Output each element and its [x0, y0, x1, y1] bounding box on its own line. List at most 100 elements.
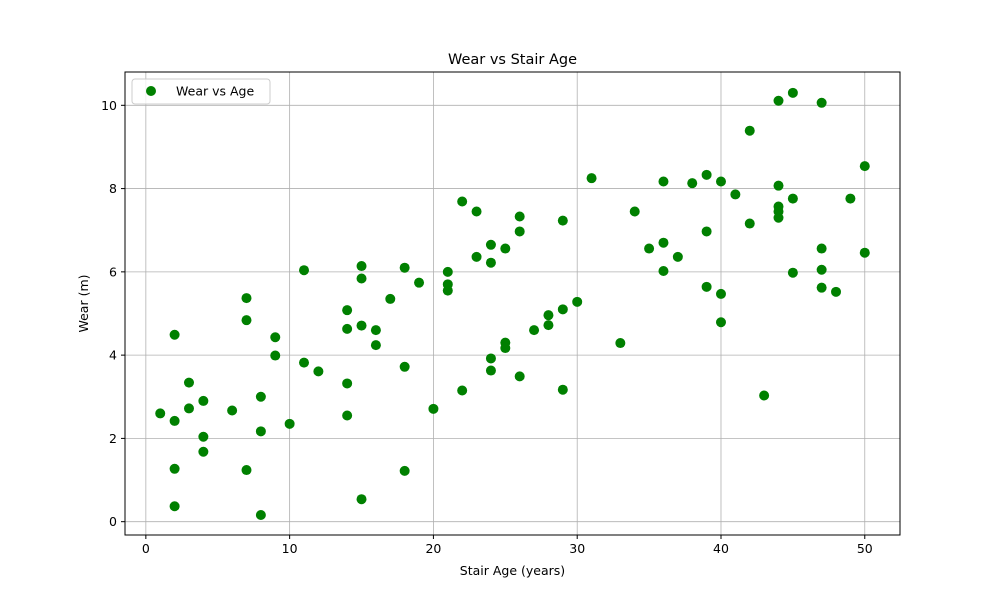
data-point — [198, 446, 209, 457]
data-point — [816, 282, 827, 293]
plot-area — [125, 72, 900, 535]
data-point — [543, 310, 554, 321]
data-point — [557, 384, 568, 395]
data-point — [672, 251, 683, 262]
legend-box — [131, 78, 271, 105]
data-point — [342, 378, 353, 389]
data-point — [370, 340, 381, 351]
data-point — [356, 320, 367, 331]
data-point — [370, 325, 381, 336]
x-tick-label: 40 — [713, 541, 729, 556]
data-point — [255, 391, 266, 402]
data-point — [773, 212, 784, 223]
data-point — [773, 95, 784, 106]
data-point — [227, 405, 238, 416]
data-point — [183, 377, 194, 388]
data-point — [198, 431, 209, 442]
data-point — [701, 169, 712, 180]
data-point — [299, 265, 310, 276]
data-point — [701, 281, 712, 292]
y-tick-label: 10 — [101, 98, 117, 113]
x-tick-label: 10 — [282, 541, 298, 556]
data-point — [557, 215, 568, 226]
data-point — [701, 226, 712, 237]
data-point — [759, 390, 770, 401]
data-point — [816, 97, 827, 108]
data-point — [816, 243, 827, 254]
data-point — [658, 237, 669, 248]
data-point — [169, 329, 180, 340]
x-axis-label: Stair Age (years) — [460, 563, 565, 578]
grid-lines — [125, 72, 900, 535]
axis-ticks: 0 10 20 30 40 50 0 2 4 6 8 10 — [101, 98, 873, 556]
data-point — [586, 173, 597, 184]
chart-title: Wear vs Stair Age — [448, 52, 577, 68]
data-point — [169, 463, 180, 474]
data-point — [831, 286, 842, 297]
data-point — [313, 366, 324, 377]
data-point — [859, 247, 870, 258]
data-point — [471, 251, 482, 262]
data-point — [270, 332, 281, 343]
data-point — [572, 296, 583, 307]
data-point — [442, 285, 453, 296]
y-tick-label: 8 — [109, 181, 117, 196]
data-point — [428, 403, 439, 414]
data-point — [399, 361, 410, 372]
x-tick-label: 50 — [857, 541, 873, 556]
y-axis-label: Wear (m) — [76, 274, 91, 332]
data-point — [399, 262, 410, 273]
data-point — [615, 338, 626, 349]
data-point — [399, 465, 410, 476]
data-point — [787, 87, 798, 98]
data-point — [500, 343, 511, 354]
data-point — [457, 196, 468, 207]
data-point — [744, 218, 755, 229]
data-point — [471, 206, 482, 217]
data-point — [715, 317, 726, 328]
plot-frame — [124, 71, 901, 536]
data-point — [356, 273, 367, 284]
data-point — [241, 293, 252, 304]
data-point — [500, 243, 511, 254]
data-point — [356, 261, 367, 272]
data-point — [744, 125, 755, 136]
data-point — [169, 415, 180, 426]
data-point — [485, 353, 496, 364]
data-point — [730, 189, 741, 200]
data-point — [385, 293, 396, 304]
data-point — [155, 408, 166, 419]
data-point — [485, 257, 496, 268]
data-point — [629, 206, 640, 217]
data-point — [485, 365, 496, 376]
data-point — [514, 226, 525, 237]
data-point — [255, 510, 266, 521]
data-point — [543, 320, 554, 331]
data-point — [658, 266, 669, 277]
data-point — [255, 426, 266, 437]
data-point — [342, 410, 353, 421]
x-tick-label: 0 — [142, 541, 150, 556]
data-point — [514, 211, 525, 222]
data-point — [270, 350, 281, 361]
data-point — [169, 501, 180, 512]
data-point — [183, 403, 194, 414]
x-tick-label: 20 — [425, 541, 441, 556]
data-point — [715, 288, 726, 299]
data-point — [644, 243, 655, 254]
data-point — [859, 161, 870, 172]
data-point — [414, 277, 425, 288]
data-point — [284, 418, 295, 429]
data-point — [198, 395, 209, 406]
data-point — [241, 465, 252, 476]
data-point — [342, 305, 353, 316]
data-point — [557, 304, 568, 315]
y-tick-label: 0 — [109, 514, 117, 529]
data-point — [787, 193, 798, 204]
legend: Wear vs Age — [131, 78, 271, 105]
data-point — [241, 315, 252, 326]
data-point — [457, 385, 468, 396]
data-point — [687, 178, 698, 189]
